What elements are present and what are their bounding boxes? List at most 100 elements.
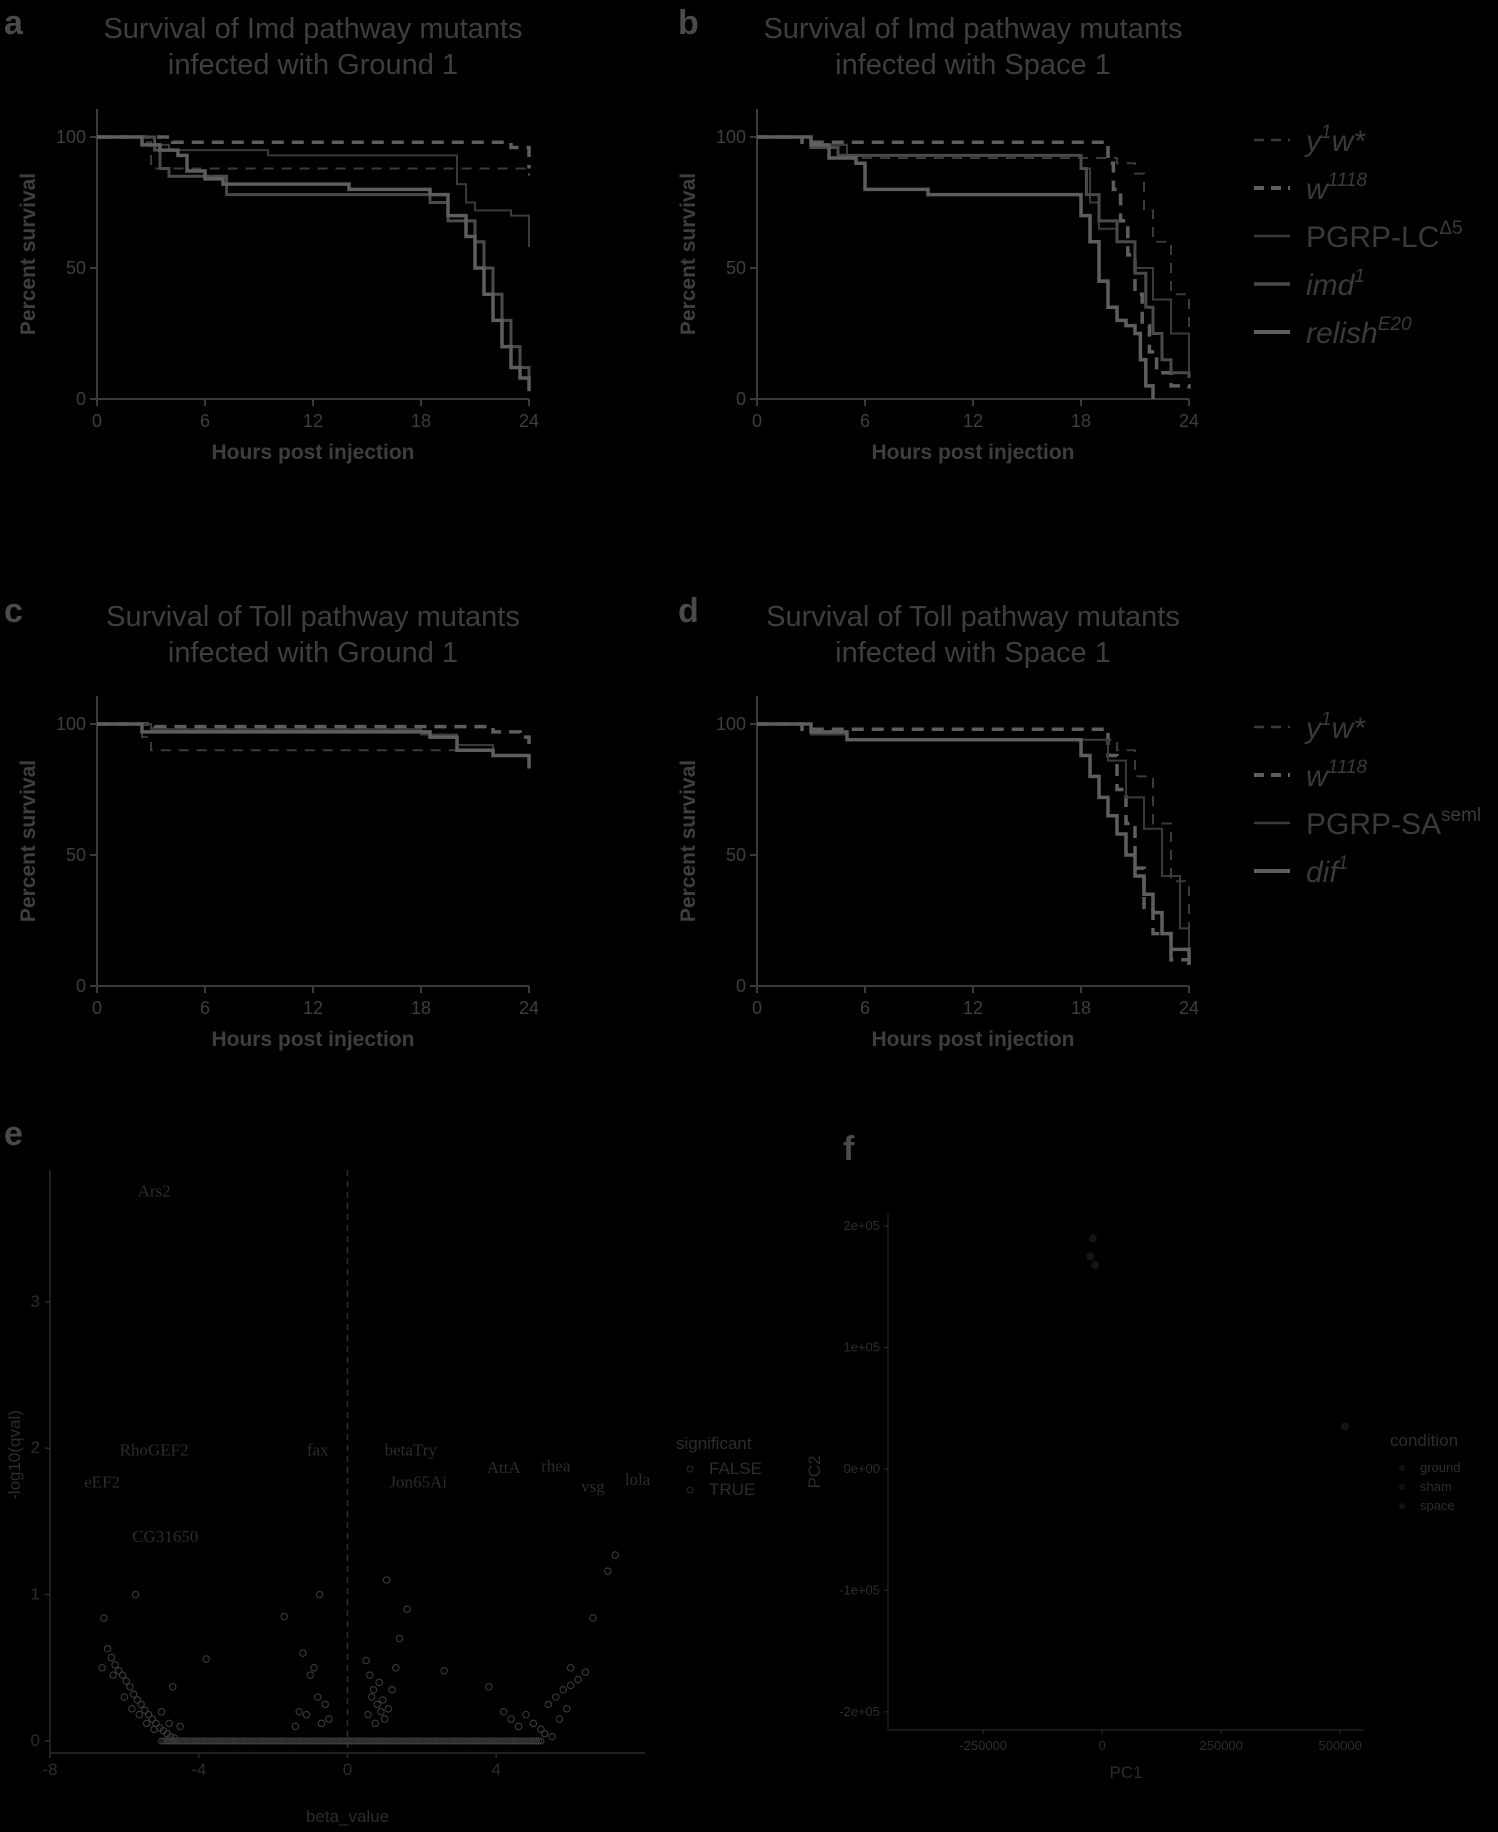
data-point (488, 1737, 496, 1745)
data-point (499, 1737, 507, 1745)
series-line-dif1 (97, 722, 531, 769)
data-point (289, 1737, 297, 1745)
legend-condition: condition ground sham space (1390, 1431, 1460, 1513)
data-point (381, 1737, 389, 1745)
x-axis-label: Hours post injection (211, 441, 414, 464)
data-point (296, 1737, 304, 1745)
data-point (126, 1683, 134, 1691)
data-point (352, 1737, 360, 1745)
data-point (300, 1737, 308, 1745)
data-point (158, 1737, 166, 1745)
legend-label-sup: E20 (1378, 314, 1412, 335)
data-point (233, 1737, 241, 1745)
series-line-w1118 (97, 722, 531, 751)
panel-c-title-line2: infected with Ground 1 (168, 637, 458, 669)
data-point (492, 1737, 500, 1745)
data-point (383, 1737, 391, 1745)
panel-a-title-line1: Survival of Imd pathway mutants (103, 13, 522, 45)
data-point (313, 1693, 322, 1701)
data-point (291, 1737, 299, 1745)
data-point (459, 1737, 467, 1745)
data-point (537, 1725, 545, 1734)
data-point (178, 1737, 186, 1745)
legend-label-rest: w* (1332, 712, 1367, 745)
data-point (142, 1719, 151, 1728)
legend-significant: significant FALSE TRUE (676, 1434, 762, 1499)
legend-label-sup: 1 (1354, 266, 1365, 287)
legend-key (686, 1486, 694, 1494)
panel-d-title-line2: infected with Space 1 (835, 637, 1111, 669)
panel-letter-d: d (678, 592, 699, 630)
data-point (470, 1737, 478, 1745)
y-tick-label: 0e+00 (843, 1461, 880, 1476)
data-point (115, 1666, 123, 1675)
data-point (428, 1737, 436, 1745)
y-tick-label: 100 (56, 127, 86, 147)
data-point (265, 1737, 273, 1745)
series-line-imd1 (97, 135, 531, 386)
data-point (416, 1737, 424, 1745)
legend-label-base: y (1304, 125, 1323, 158)
data-point (515, 1737, 523, 1745)
data-point (299, 1649, 307, 1657)
data-point (474, 1737, 482, 1745)
panel-a-title-line2: infected with Ground 1 (168, 49, 458, 81)
data-point (436, 1737, 444, 1745)
data-point (367, 1737, 375, 1745)
x-tick-label: 12 (963, 998, 983, 1018)
series-line-PGRP-LCΔ5 (97, 136, 530, 248)
data-point (278, 1737, 286, 1745)
data-point (249, 1737, 257, 1745)
data-point (457, 1737, 465, 1745)
data-point (477, 1737, 485, 1745)
data-point (162, 1737, 170, 1745)
x-axis-label: Hours post injection (871, 441, 1074, 464)
data-point (109, 1671, 117, 1679)
panel-letter-a: a (4, 4, 24, 42)
data-point (479, 1737, 487, 1745)
x-tick-label: -8 (42, 1760, 57, 1779)
data-point (374, 1737, 382, 1745)
data-point (189, 1737, 197, 1745)
data-point (369, 1686, 378, 1694)
gene-label-rhea: rhea (541, 1457, 571, 1476)
data-point (202, 1737, 210, 1745)
data-point (325, 1715, 333, 1723)
data-point (581, 1668, 590, 1676)
data-point (423, 1737, 431, 1745)
data-point (401, 1737, 409, 1745)
legend-toll-item-label: w1118 (1306, 757, 1368, 793)
data-point (247, 1737, 255, 1745)
x-tick-label: 6 (200, 411, 210, 431)
data-point (410, 1737, 418, 1745)
data-point (461, 1737, 469, 1745)
data-point (445, 1737, 453, 1745)
data-point (128, 1705, 136, 1713)
data-point (372, 1737, 380, 1745)
data-point (611, 1551, 619, 1559)
data-point (497, 1737, 505, 1745)
data-point (176, 1722, 184, 1731)
data-point (535, 1737, 543, 1745)
series-line-relishE20 (97, 135, 531, 392)
data-point (306, 1671, 315, 1679)
data-point (129, 1690, 138, 1698)
data-point (276, 1737, 284, 1745)
x-tick-label: 250000 (1200, 1738, 1243, 1753)
y-tick-label: 2e+05 (843, 1218, 880, 1233)
data-point (98, 1664, 106, 1672)
data-point (559, 1686, 567, 1694)
data-point (1086, 1252, 1095, 1261)
gene-label-eEF2: eEF2 (84, 1473, 120, 1492)
data-point (388, 1686, 396, 1694)
data-point (430, 1737, 438, 1745)
data-point (118, 1671, 127, 1679)
data-point (441, 1737, 449, 1745)
data-point (280, 1737, 288, 1745)
data-point (218, 1737, 226, 1745)
legend-label-sup: 1 (1338, 853, 1349, 874)
x-tick-label: 12 (303, 411, 323, 431)
data-point (345, 1737, 353, 1745)
data-point (499, 1707, 508, 1716)
data-point (107, 1653, 116, 1662)
